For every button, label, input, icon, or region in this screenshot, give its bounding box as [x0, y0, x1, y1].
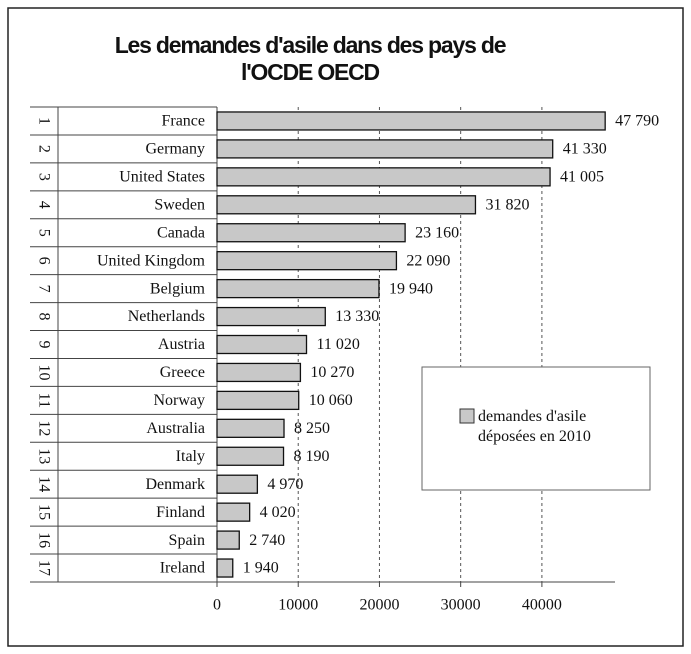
- x-tick-label: 20000: [359, 597, 399, 614]
- value-label: 41 330: [563, 141, 607, 158]
- x-tick-label: 0: [213, 597, 221, 614]
- value-label: 1 940: [243, 560, 279, 577]
- value-label: 2 740: [249, 532, 285, 549]
- bar: [216, 251, 398, 271]
- value-label: 41 005: [560, 169, 604, 186]
- value-label: 13 330: [335, 308, 379, 325]
- rank-label: 12: [35, 420, 52, 436]
- bar: [216, 111, 606, 131]
- bar: [216, 167, 551, 187]
- frame: [7, 7, 684, 647]
- rank-label: 2: [35, 145, 52, 153]
- category-label: United States: [119, 169, 205, 186]
- value-label: 8 190: [294, 448, 330, 465]
- rank-label: 8: [35, 313, 52, 321]
- category-label: Greece: [160, 364, 205, 381]
- bar: [216, 390, 300, 411]
- legend-swatch: [459, 408, 475, 424]
- category-label: Spain: [169, 532, 205, 549]
- x-tick-label: 30000: [441, 597, 481, 614]
- category-label: France: [161, 113, 205, 130]
- bar: [216, 334, 308, 355]
- category-label: Belgium: [150, 280, 206, 297]
- bar: [216, 223, 406, 243]
- rank-label: 7: [35, 285, 52, 293]
- legend-box: [421, 366, 651, 491]
- bar: [216, 278, 380, 299]
- bar: [216, 474, 259, 494]
- value-label: 19 940: [389, 280, 433, 297]
- value-label: 4 970: [267, 476, 303, 493]
- rank-label: 16: [35, 532, 52, 548]
- value-label: 4 020: [260, 504, 296, 521]
- rank-label: 5: [35, 229, 52, 237]
- bar: [216, 530, 240, 550]
- x-tick-label: 40000: [522, 597, 562, 614]
- bar: [216, 418, 285, 438]
- category-label: Ireland: [160, 560, 205, 577]
- category-label: Denmark: [145, 476, 205, 493]
- value-label: 23 160: [415, 224, 459, 241]
- value-label: 10 270: [310, 364, 354, 381]
- chart-title: Les demandes d'asile dans des pays de l'…: [114, 32, 507, 85]
- rank-label: 13: [35, 448, 52, 464]
- rank-label: 11: [35, 393, 52, 408]
- rank-label: 14: [35, 476, 52, 492]
- bar: [216, 195, 477, 215]
- rank-label: 15: [35, 504, 52, 520]
- value-label: 8 250: [294, 420, 330, 437]
- category-label: Netherlands: [128, 308, 205, 325]
- rank-label: 17: [35, 560, 52, 576]
- category-label: Italy: [176, 448, 205, 465]
- rank-label: 4: [35, 201, 52, 209]
- bar: [216, 362, 302, 383]
- rank-label: 9: [35, 341, 52, 349]
- category-label: Germany: [145, 141, 205, 158]
- value-label: 47 790: [615, 113, 659, 130]
- legend-label: demandes d'asile déposées en 2010: [478, 408, 591, 445]
- bar: [216, 446, 285, 466]
- bar: [216, 502, 251, 522]
- bar: [216, 558, 234, 578]
- category-label: Finland: [156, 504, 205, 521]
- category-label: Canada: [157, 224, 205, 241]
- rank-label: 1: [35, 117, 52, 125]
- bar: [216, 139, 554, 159]
- rank-label: 10: [35, 364, 52, 380]
- category-label: Norway: [153, 392, 205, 409]
- value-label: 10 060: [309, 392, 353, 409]
- rank-label: 6: [35, 257, 52, 265]
- category-label: Sweden: [154, 196, 205, 213]
- value-label: 22 090: [406, 252, 450, 269]
- category-label: Australia: [146, 420, 205, 437]
- category-label: United Kingdom: [97, 252, 206, 269]
- value-label: 31 820: [485, 196, 529, 213]
- category-label: Austria: [158, 336, 205, 353]
- rank-label: 3: [35, 173, 52, 181]
- x-tick-label: 10000: [278, 597, 318, 614]
- value-label: 11 020: [317, 336, 360, 353]
- bar: [216, 306, 326, 327]
